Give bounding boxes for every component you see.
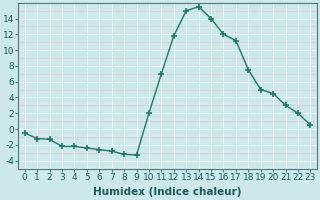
X-axis label: Humidex (Indice chaleur): Humidex (Indice chaleur) xyxy=(93,187,242,197)
